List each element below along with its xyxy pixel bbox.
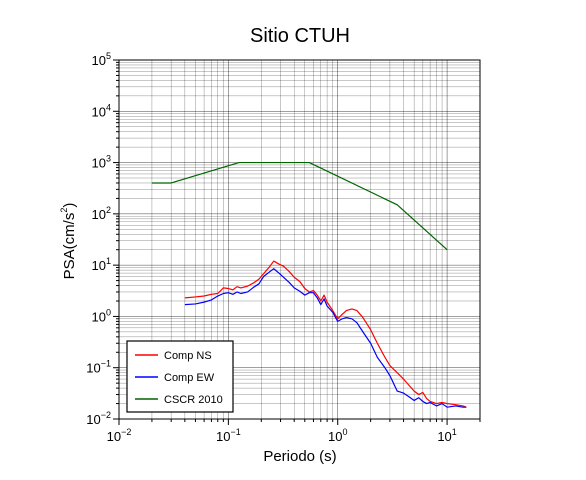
x-tick-label-exponent: −2 bbox=[121, 427, 131, 437]
x-tick-label: 10−2 bbox=[107, 427, 132, 444]
x-tick-label-exponent: 1 bbox=[452, 427, 457, 437]
legend-entries: Comp NS Comp EW CSCR 2010 bbox=[135, 350, 223, 406]
y-tick-label-base: 10 bbox=[92, 104, 106, 119]
y-tick-label: 10−2 bbox=[86, 410, 111, 427]
series-layer bbox=[151, 161, 467, 408]
y-tick-label-exponent: −1 bbox=[101, 359, 111, 369]
series-line-2 bbox=[184, 268, 467, 408]
y-tick-label-exponent: −2 bbox=[101, 410, 111, 420]
series-line-1 bbox=[184, 260, 467, 408]
x-tick-label-base: 10 bbox=[216, 429, 230, 444]
y-axis-label-close: ) bbox=[61, 203, 78, 208]
y-tick-label-exponent: 2 bbox=[106, 205, 111, 215]
x-axis-label: Periodo (s) bbox=[263, 448, 336, 465]
y-tick-label-exponent: 3 bbox=[106, 154, 111, 164]
legend: Comp NS Comp EW CSCR 2010 bbox=[126, 340, 234, 413]
x-tick-label: 100 bbox=[328, 427, 347, 444]
y-tick-label: 102 bbox=[92, 205, 111, 222]
y-axis-label: PSA(cm/s2) bbox=[59, 203, 78, 280]
series-line-3 bbox=[151, 161, 448, 251]
y-tick-label-base: 10 bbox=[92, 258, 106, 273]
x-tick-label-base: 10 bbox=[328, 429, 342, 444]
y-tick-label: 101 bbox=[92, 256, 111, 273]
chart-title: Sitio CTUH bbox=[250, 25, 350, 47]
y-tick-label-base: 10 bbox=[92, 309, 106, 324]
y-axis-label-exponent: 2 bbox=[59, 208, 69, 213]
y-tick-label: 100 bbox=[92, 307, 111, 324]
y-tick-label-exponent: 5 bbox=[106, 51, 111, 61]
y-tick-label-base: 10 bbox=[86, 361, 100, 376]
x-tick-label-exponent: 0 bbox=[342, 427, 347, 437]
y-tick-label-exponent: 1 bbox=[106, 256, 111, 266]
grid bbox=[118, 59, 481, 420]
y-axis-label-base: PSA(cm/s bbox=[61, 213, 78, 280]
x-tick-label-base: 10 bbox=[107, 429, 121, 444]
x-tick-labels: 10−2 10−1 100 101 bbox=[107, 419, 481, 444]
legend-label: Comp EW bbox=[164, 372, 215, 384]
y-tick-label: 104 bbox=[92, 102, 111, 119]
y-tick-label: 103 bbox=[92, 154, 111, 171]
y-tick-label: 10−1 bbox=[86, 359, 111, 376]
legend-label: Comp NS bbox=[164, 350, 212, 362]
plot-frame bbox=[118, 59, 481, 420]
x-tick-label-base: 10 bbox=[437, 429, 451, 444]
y-tick-label-base: 10 bbox=[92, 53, 106, 68]
x-tick-label: 10−1 bbox=[216, 427, 241, 444]
y-tick-label: 105 bbox=[92, 51, 111, 68]
legend-label: CSCR 2010 bbox=[164, 394, 223, 406]
x-tick-label-exponent: −1 bbox=[230, 427, 240, 437]
x-tick-label: 101 bbox=[437, 427, 456, 444]
y-tick-label-base: 10 bbox=[92, 207, 106, 222]
y-tick-label-exponent: 4 bbox=[106, 102, 111, 112]
y-tick-label-base: 10 bbox=[92, 156, 106, 171]
y-tick-label-base: 10 bbox=[86, 412, 100, 427]
y-tick-label-exponent: 0 bbox=[106, 307, 111, 317]
